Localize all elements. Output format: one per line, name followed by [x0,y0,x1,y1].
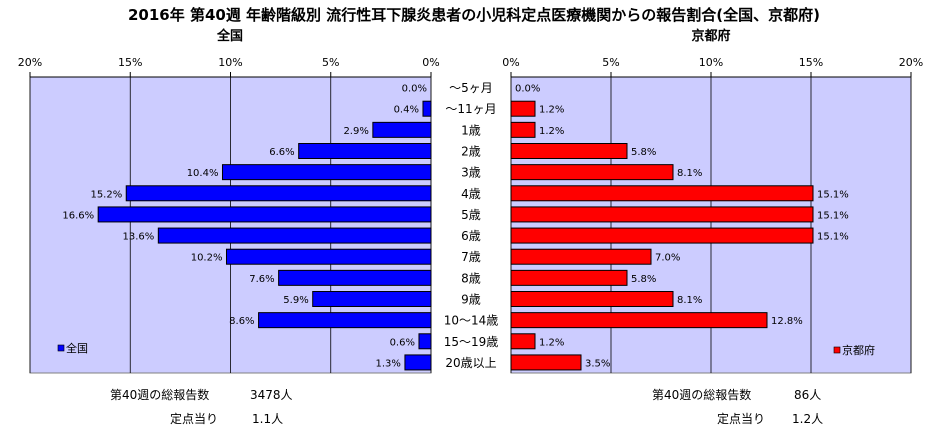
tick-label-kyoto: 15% [799,56,823,69]
category-label: 8歳 [461,271,481,285]
data-label-national: 5.9% [283,295,308,306]
bar-national [312,291,432,307]
bar-national [258,312,432,329]
bar-kyoto [510,248,652,265]
bar-kyoto [510,269,628,286]
tick-label-kyoto: 5% [602,56,619,69]
category-label: 5歳 [461,208,481,222]
bar-kyoto [510,206,814,223]
category-label: 1歳 [461,123,481,137]
data-label-kyoto: 0.0% [515,84,540,95]
bar-national [125,185,432,202]
data-label-kyoto: 8.1% [677,295,702,306]
data-label-kyoto: 1.2% [539,337,564,348]
bar-national [418,333,432,350]
bar-kyoto [510,312,768,329]
bar-national [97,206,432,223]
data-label-national: 13.6% [123,232,155,243]
data-label-kyoto: 3.5% [585,358,610,369]
data-label-national: 10.2% [191,253,223,264]
national-total-label: 第40週の総報告数 [110,388,210,402]
category-label: 9歳 [461,293,481,307]
national-per-value: 1.1人 [252,412,284,426]
bar-national [422,100,432,117]
category-label: 6歳 [461,229,481,243]
bar-kyoto [510,354,582,371]
bar-kyoto [510,227,814,244]
category-label: 20歳以上 [445,356,496,370]
legend-swatch-national [57,344,65,352]
data-label-national: 6.6% [269,147,294,158]
tick-label-national: 5% [322,56,339,69]
kyoto-total-value: 86人 [794,388,822,402]
data-label-kyoto: 8.1% [677,168,702,179]
data-label-kyoto: 15.1% [817,232,849,243]
category-label: 3歳 [461,166,481,180]
data-label-kyoto: 15.1% [817,210,849,221]
bar-national [298,143,432,159]
chart-title: 2016年 第40週 年齢階級別 流行性耳下腺炎患者の小児科定点医療機関からの報… [128,6,820,24]
data-label-kyoto: 1.2% [539,105,564,116]
data-label-kyoto: 7.0% [655,253,680,264]
bar-kyoto [510,291,674,307]
legend-label-kyoto: 京都府 [842,343,875,357]
data-label-national: 8.6% [229,316,254,327]
data-label-kyoto: 5.8% [631,274,656,285]
data-label-kyoto: 15.1% [817,189,849,200]
kyoto-per-label: 定点当り [717,412,766,426]
bar-national [157,227,432,244]
data-label-national: 10.4% [187,168,219,179]
national-total-value: 3478人 [250,388,293,402]
data-label-kyoto: 1.2% [539,126,564,137]
bar-national [372,121,432,138]
bar-kyoto [510,143,628,159]
category-label: 10～14歳 [444,314,499,328]
bar-kyoto [510,164,674,181]
panel-title-kyoto: 京都府 [691,28,730,44]
tick-label-kyoto: 0% [502,56,519,69]
panel-title-national: 全国 [216,28,243,44]
tick-label-national: 10% [218,56,242,69]
tick-label-national: 15% [118,56,142,69]
kyoto-per-value: 1.2人 [792,412,824,426]
data-label-national: 1.3% [376,358,401,369]
category-label: 15～19歳 [444,335,499,349]
category-label: 4歳 [461,187,481,201]
data-label-national: 2.9% [343,126,368,137]
bar-kyoto [510,100,536,117]
tick-label-kyoto: 10% [699,56,723,69]
data-label-kyoto: 5.8% [631,147,656,158]
data-label-national: 15.2% [90,189,122,200]
tick-label-national: 20% [18,56,42,69]
legend-swatch-kyoto [833,346,841,354]
category-label: ～5ヶ月 [449,81,493,95]
category-label: ～11ヶ月 [445,102,496,116]
data-label-national: 0.6% [390,337,415,348]
kyoto-total-label: 第40週の総報告数 [652,388,752,402]
bar-kyoto [510,185,814,202]
national-per-label: 定点当り [170,412,219,426]
tick-label-kyoto: 20% [899,56,923,69]
data-label-national: 7.6% [249,274,274,285]
bar-national [278,269,432,286]
data-label-kyoto: 12.8% [771,316,803,327]
data-label-national: 0.4% [394,105,419,116]
bar-national [225,248,432,265]
category-label: 2歳 [461,145,481,159]
bar-national [404,354,432,371]
bar-national [221,164,432,181]
tick-label-national: 0% [422,56,439,69]
category-label: 7歳 [461,250,481,264]
bar-kyoto [510,333,536,350]
legend-label-national: 全国 [66,341,88,355]
bar-kyoto [510,121,536,138]
data-label-national: 16.6% [62,210,94,221]
data-label-national: 0.0% [402,84,427,95]
